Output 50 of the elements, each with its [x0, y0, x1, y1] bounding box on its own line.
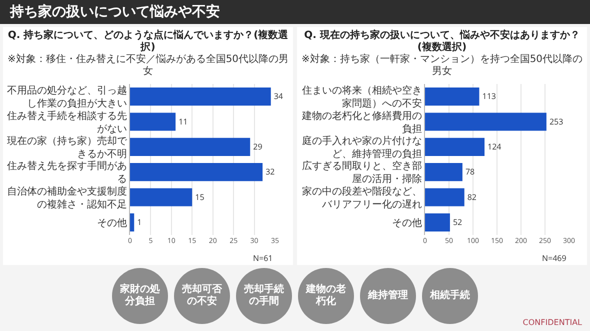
- bar: [425, 213, 450, 232]
- bar: [130, 112, 176, 131]
- text: N=61: [253, 253, 273, 264]
- data-label: 253: [549, 116, 564, 128]
- bar: [425, 188, 464, 206]
- y-tick-label: 住まいの将来（相続や空き家問題）への不安: [302, 82, 422, 110]
- bar: [130, 88, 271, 106]
- text: CONFIDENTIAL: [522, 318, 582, 327]
- data-label: 1: [137, 216, 142, 228]
- data-label: 113: [482, 91, 496, 102]
- data-label: 82: [467, 192, 477, 203]
- bar: [130, 138, 250, 156]
- text: 家財の処分負担: [112, 268, 168, 324]
- text: 相続手続: [422, 268, 478, 324]
- bar: [130, 213, 134, 232]
- chart-subtitle: ※対象：持ち家（一軒家・マンション）を持つ全国50代以降の男女: [300, 54, 584, 78]
- text: 持ち家の扱いについて悩みや不安: [0, 0, 590, 24]
- chart-subtitle: ※対象：移住・住み替えに不安／悩みがある全国50代以降の男女: [6, 54, 290, 78]
- data-label: 32: [266, 166, 276, 178]
- y-tick-label: 住み替え先を探す手間がある: [7, 158, 127, 186]
- text: N=469: [542, 253, 567, 264]
- bar: [130, 188, 192, 206]
- text: 維持管理: [360, 268, 416, 324]
- bar: [425, 138, 485, 156]
- bar: [425, 163, 462, 182]
- data-label: 34: [274, 91, 284, 102]
- y-tick-label: その他: [97, 214, 127, 229]
- y-tick-label: 広すぎる間取りと、空き部屋の活用・掃除: [302, 158, 422, 186]
- y-tick-label: 現在の家（持ち家）売却できるか不明: [7, 132, 128, 160]
- y-tick-label: その他: [392, 214, 422, 229]
- bar: [425, 88, 480, 106]
- data-label: 52: [452, 216, 463, 228]
- data-label: 29: [253, 141, 263, 152]
- y-tick-label: 庭の手入れや家の片付けなど、維持管理の負担: [302, 132, 422, 160]
- y-tick-label: 不用品の処分など、引っ越し作業の負担が大きい: [7, 82, 127, 110]
- chart-title: Q. 現在の持ち家の扱いについて、悩みや不安はありますか？(複数選択): [303, 28, 581, 54]
- chart-title: Q. 持ち家について、どのような点に悩んでいますか？(複数選択): [6, 28, 290, 54]
- y-tick-label: 家の中の段差や階段など、バリアフリー化の遅れ: [302, 183, 422, 210]
- text: 売却手続の手間: [236, 268, 292, 324]
- bar: [130, 163, 263, 182]
- y-tick-label: 自治体の補助金や支援制度の複雑さ・認知不足: [7, 183, 127, 210]
- y-tick-label: 住み替え手続を相談する先がない: [7, 108, 127, 135]
- data-label: 124: [488, 141, 502, 152]
- y-tick-label: 建物の老朽化と修繕費用の負担: [301, 108, 422, 135]
- text: 建物の老朽化: [298, 268, 354, 324]
- text: 売却可否の不安: [174, 268, 230, 324]
- data-label: 11: [178, 116, 188, 128]
- bar: [425, 112, 546, 131]
- data-label: 15: [195, 192, 205, 203]
- data-label: 78: [465, 166, 476, 178]
